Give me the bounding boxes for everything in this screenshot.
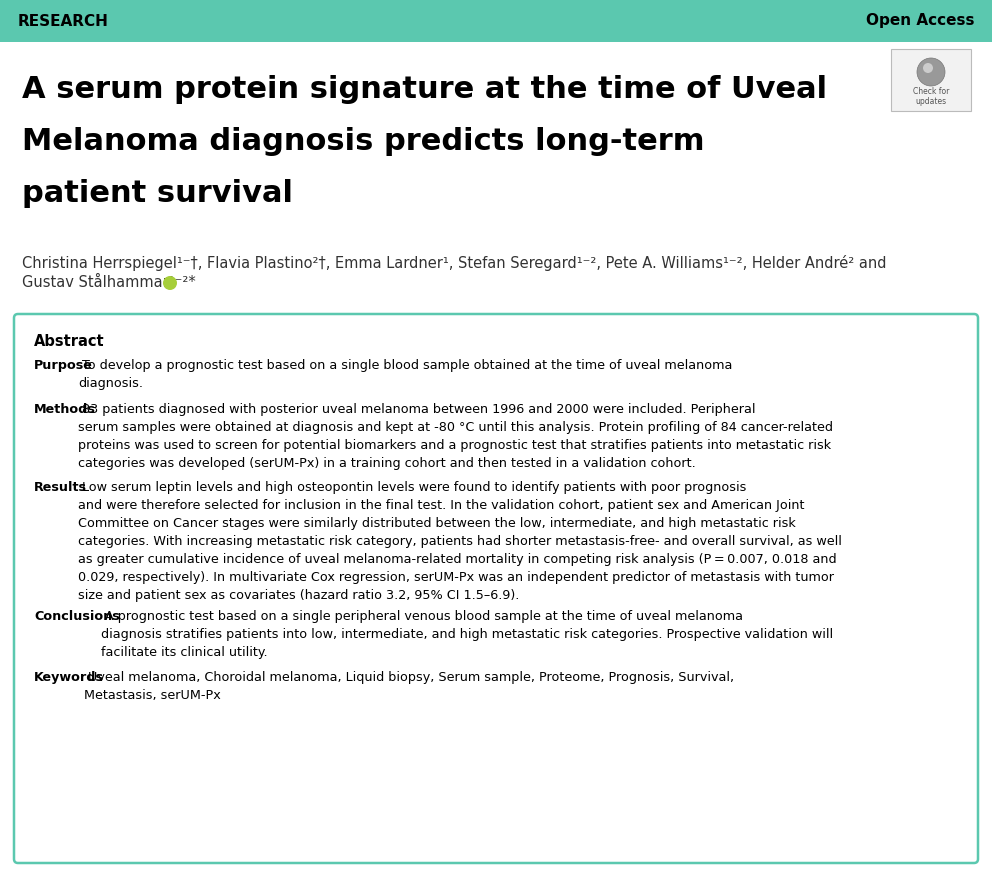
Text: Open Access: Open Access [865, 13, 974, 28]
Text: Methods: Methods [34, 403, 96, 416]
Text: Christina Herrspiegel¹⁻†, Flavia Plastino²†, Emma Lardner¹, Stefan Seregard¹⁻², : Christina Herrspiegel¹⁻†, Flavia Plastin… [22, 255, 887, 271]
Text: Abstract: Abstract [34, 334, 104, 349]
Text: Uveal melanoma, Choroidal melanoma, Liquid biopsy, Serum sample, Proteome, Progn: Uveal melanoma, Choroidal melanoma, Liqu… [83, 671, 734, 702]
FancyBboxPatch shape [14, 314, 978, 863]
Text: patient survival: patient survival [22, 179, 293, 208]
Text: Low serum leptin levels and high osteopontin levels were found to identify patie: Low serum leptin levels and high osteopo… [78, 481, 842, 602]
Text: Gustav Stålhammar¹⁻²*: Gustav Stålhammar¹⁻²* [22, 275, 195, 290]
Text: RESEARCH: RESEARCH [18, 13, 109, 28]
Text: 83 patients diagnosed with posterior uveal melanoma between 1996 and 2000 were i: 83 patients diagnosed with posterior uve… [78, 403, 833, 470]
Text: Conclusions: Conclusions [34, 610, 120, 623]
Text: updates: updates [916, 97, 946, 106]
Text: A serum protein signature at the time of Uveal: A serum protein signature at the time of… [22, 75, 827, 104]
Text: Keywords: Keywords [34, 671, 104, 684]
Circle shape [163, 276, 177, 290]
Text: Melanoma diagnosis predicts long-term: Melanoma diagnosis predicts long-term [22, 127, 704, 156]
Circle shape [923, 63, 933, 73]
Text: Check for: Check for [913, 88, 949, 96]
Circle shape [917, 58, 945, 86]
Bar [0, 0, 992, 42]
Text: Results: Results [34, 481, 87, 494]
FancyBboxPatch shape [891, 49, 971, 111]
Text: A prognostic test based on a single peripheral venous blood sample at the time o: A prognostic test based on a single peri… [101, 610, 833, 659]
Text: To develop a prognostic test based on a single blood sample obtained at the time: To develop a prognostic test based on a … [78, 359, 732, 390]
Text: Purpose: Purpose [34, 359, 93, 372]
